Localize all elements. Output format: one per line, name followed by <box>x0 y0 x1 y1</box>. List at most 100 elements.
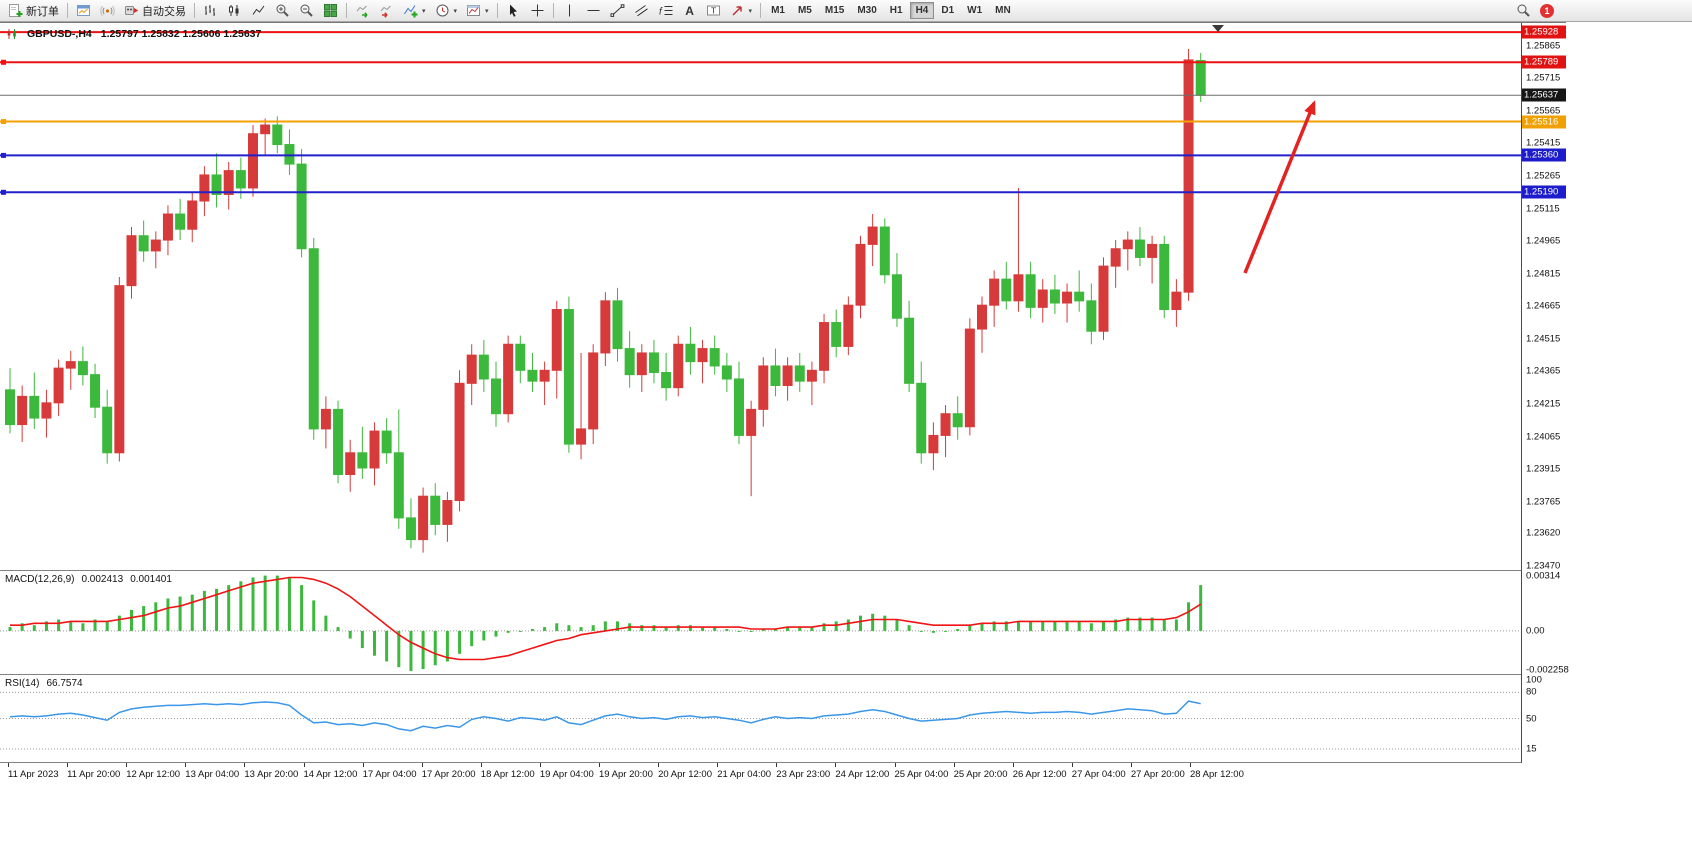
cursor-button[interactable] <box>502 1 525 20</box>
time-axis-label: 23 Apr 23:00 <box>776 769 831 780</box>
toolbar-separator <box>552 3 554 18</box>
time-axis-label: 17 Apr 20:00 <box>421 769 476 780</box>
timeframe-m30-button[interactable]: M30 <box>851 2 882 19</box>
autotrading-button[interactable]: 自动交易 <box>120 1 190 20</box>
timeframe-mn-button[interactable]: MN <box>989 2 1017 19</box>
crosshair-button[interactable] <box>526 1 549 20</box>
macd-panel-canvas[interactable] <box>0 571 1521 674</box>
time-tick <box>539 763 541 767</box>
arrows-tool-button[interactable]: ▾ <box>726 1 757 20</box>
trend-arrow-annotation[interactable] <box>1243 100 1316 274</box>
line-handle[interactable] <box>1 189 6 195</box>
tile-windows-button[interactable] <box>319 1 342 20</box>
price-line-label: 1.25360 <box>1522 148 1566 162</box>
line-chart-button[interactable] <box>247 1 270 20</box>
fibonacci-button[interactable]: f <box>654 1 677 20</box>
time-tick <box>1190 763 1191 767</box>
autotrading-label: 自动交易 <box>142 5 186 18</box>
indicators-button[interactable]: ▾ <box>399 1 430 20</box>
vertical-line-button[interactable] <box>558 1 581 20</box>
horizontal-line-button[interactable] <box>582 1 605 20</box>
toolbar-right-group: 1 <box>1516 3 1554 18</box>
macd-histogram <box>8 575 1203 671</box>
time-tick <box>1130 763 1132 767</box>
price-tick-label: 1.23470 <box>1526 560 1561 572</box>
timeframe-group: M1 M5 M15 M30 H1 H4 D1 W1 MN <box>765 2 1017 19</box>
chart-shift-icon <box>380 5 391 18</box>
timeframe-w1-button[interactable]: W1 <box>961 2 988 19</box>
text-button[interactable]: A <box>678 1 701 20</box>
time-axis-label: 27 Apr 04:00 <box>1071 769 1126 780</box>
timeframe-m1-button[interactable]: M1 <box>765 2 791 19</box>
tile-windows-icon <box>324 4 337 17</box>
price-chart-canvas[interactable] <box>0 23 1521 570</box>
price-tick-label: 1.24965 <box>1526 235 1561 247</box>
zoom-out-button[interactable] <box>295 1 318 20</box>
timeframe-m15-button[interactable]: M15 <box>819 2 850 19</box>
fibonacci-icon: f <box>659 6 673 18</box>
price-scale[interactable]: 1.25865 1.25715 1.25565 1.25415 1.25265 1.251… <box>1521 23 1569 763</box>
bar-chart-button[interactable] <box>199 1 222 20</box>
time-axis[interactable]: 11 Apr 2023 11 Apr 20:00 12 Apr 12:00 13 Ap… <box>0 763 1521 787</box>
rsi-panel-canvas[interactable] <box>0 675 1521 762</box>
timeframe-h1-button[interactable]: H1 <box>884 2 909 19</box>
new-order-button[interactable]: 新订单 <box>4 1 63 20</box>
time-tick <box>894 763 896 767</box>
time-axis-label: 17 Apr 04:00 <box>362 769 417 780</box>
line-chart-icon <box>252 5 265 15</box>
chart-shift-marker-icon[interactable] <box>1212 25 1224 32</box>
time-tick <box>244 763 246 767</box>
toolbar-separator <box>760 3 762 18</box>
auto-scroll-button[interactable] <box>351 1 374 20</box>
time-tick <box>776 763 778 767</box>
timeframe-d1-button[interactable]: D1 <box>935 2 960 19</box>
price-tick-label: 1.24815 <box>1526 268 1561 280</box>
price-tick-label: 1.25865 <box>1526 40 1561 52</box>
price-tick-label: 1.24215 <box>1526 398 1561 410</box>
time-axis-label: 11 Apr 20:00 <box>67 769 121 780</box>
zoom-in-button[interactable] <box>271 1 294 20</box>
new-order-label: 新订单 <box>26 5 59 18</box>
search-icon[interactable] <box>1516 3 1531 18</box>
price-tick-label: 1.23915 <box>1526 463 1561 475</box>
time-tick <box>362 763 364 767</box>
chart-workspace: GBPUSD-,H4 1.25797 1.25832 1.25606 1.256… <box>0 22 1569 787</box>
time-axis-label: 18 Apr 12:00 <box>480 769 535 780</box>
macd-scale-label: -0.002258 <box>1526 664 1569 676</box>
price-tick-label: 1.23765 <box>1526 496 1561 508</box>
signals-button[interactable] <box>96 1 119 20</box>
candlestick-button[interactable] <box>223 1 246 20</box>
trendline-icon <box>610 4 624 17</box>
line-handle[interactable] <box>1 59 6 65</box>
time-tick <box>835 763 837 767</box>
line-handle[interactable] <box>1 152 6 158</box>
price-tick-label: 1.24065 <box>1526 431 1561 442</box>
notification-badge[interactable]: 1 <box>1540 3 1554 18</box>
chevron-down-icon: ▾ <box>422 7 426 15</box>
time-axis-label: 14 Apr 12:00 <box>303 769 358 780</box>
channel-button[interactable] <box>630 1 653 20</box>
macd-signal-line <box>10 576 1202 661</box>
line-handle[interactable] <box>1 119 6 125</box>
candles-layer <box>5 49 1206 553</box>
time-tick <box>185 763 187 767</box>
periods-button[interactable]: ▾ <box>431 1 462 20</box>
panel-separator[interactable] <box>0 570 1566 571</box>
timeframe-m5-button[interactable]: M5 <box>792 2 818 19</box>
time-axis-label: 21 Apr 04:00 <box>717 769 772 780</box>
fibonacci-glyph: f <box>659 7 663 18</box>
time-axis-label: 13 Apr 20:00 <box>244 769 299 780</box>
toolbar-separator <box>496 3 498 18</box>
timeframe-h4-button[interactable]: H4 <box>909 2 935 19</box>
text-label-button[interactable]: T <box>702 1 725 20</box>
time-axis-label: 24 Apr 12:00 <box>835 769 890 780</box>
time-tick <box>126 763 128 767</box>
metaeditor-button[interactable] <box>72 1 95 20</box>
chevron-down-icon: ▾ <box>748 7 753 15</box>
panel-separator[interactable] <box>0 674 1566 675</box>
templates-button[interactable]: ▾ <box>462 1 493 20</box>
time-tick <box>303 763 305 767</box>
price-line-label: 1.25789 <box>1522 55 1566 69</box>
chart-shift-button[interactable] <box>375 1 398 20</box>
trendline-button[interactable] <box>606 1 629 20</box>
